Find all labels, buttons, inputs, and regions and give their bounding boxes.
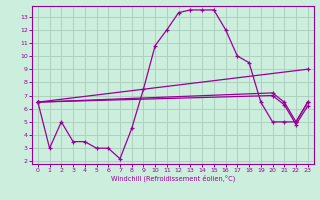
X-axis label: Windchill (Refroidissement éolien,°C): Windchill (Refroidissement éolien,°C) [111, 175, 235, 182]
